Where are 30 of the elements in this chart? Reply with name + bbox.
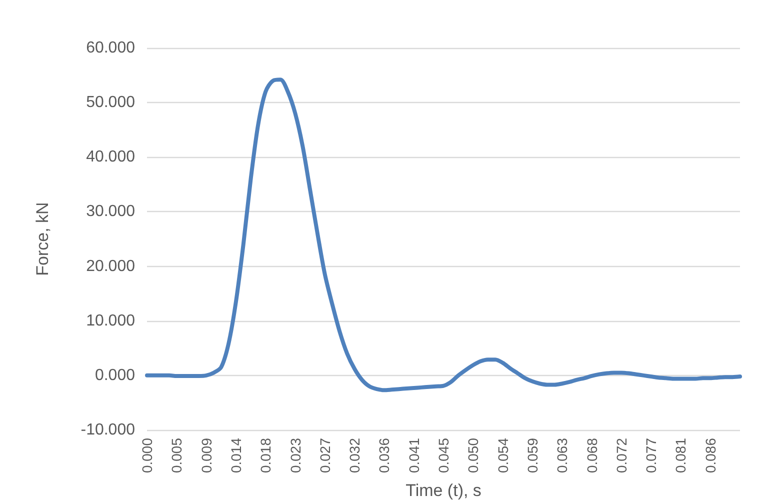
x-tick-label: 0.059 bbox=[524, 438, 540, 474]
x-tick-label: 0.032 bbox=[346, 438, 363, 474]
x-tick-label: 0.072 bbox=[613, 438, 630, 474]
x-tick-label: 0.018 bbox=[258, 438, 274, 474]
x-tick-label: 0.086 bbox=[702, 438, 718, 474]
y-tick-label: 30.000 bbox=[86, 203, 136, 220]
y-tick-label: -10.000 bbox=[80, 422, 136, 438]
x-tick-label: 0.041 bbox=[406, 438, 422, 474]
x-tick-label: 0.081 bbox=[672, 438, 689, 474]
y-tick-label: 20.000 bbox=[86, 258, 136, 275]
x-tick-label: 0.077 bbox=[643, 438, 660, 474]
x-tick-label: 0.054 bbox=[494, 438, 511, 474]
y-tick-label: 10.000 bbox=[86, 312, 136, 330]
x-tick-label: 0.050 bbox=[465, 438, 482, 474]
y-axis-title: Force, kN bbox=[33, 202, 52, 276]
y-tick-label: 60.000 bbox=[86, 40, 136, 56]
x-tick-label: 0.014 bbox=[228, 438, 244, 474]
y-tick-label: 40.000 bbox=[86, 148, 136, 166]
x-tick-label: 0.005 bbox=[168, 438, 185, 474]
x-tick-label: 0.009 bbox=[198, 438, 214, 474]
x-tick-label: 0.045 bbox=[436, 438, 452, 474]
y-tick-label: 0.000 bbox=[94, 366, 136, 384]
x-tick-label: 0.027 bbox=[316, 438, 333, 474]
x-tick-label: 0.023 bbox=[287, 438, 304, 474]
x-tick-label: 0.068 bbox=[584, 438, 600, 474]
x-tick-label: 0.063 bbox=[554, 438, 570, 474]
line-series bbox=[145, 78, 742, 392]
y-tick-label: 50.000 bbox=[86, 94, 136, 112]
x-tick-label: 0.036 bbox=[376, 438, 392, 474]
x-axis-title: Time (t), s bbox=[406, 481, 482, 500]
